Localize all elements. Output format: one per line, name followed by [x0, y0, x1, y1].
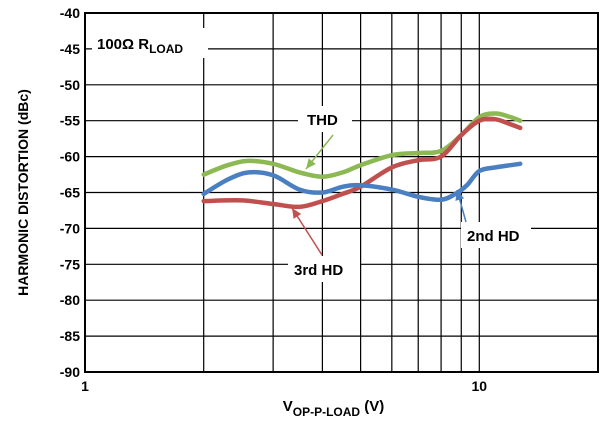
series-line-thd: [201, 111, 523, 179]
label-arrowhead-thd: [306, 158, 316, 169]
y-tick-label: -85: [60, 328, 80, 344]
annotation-load: 100Ω RLOAD: [97, 36, 183, 56]
y-axis-label: HARMONIC DISTORTION (dBc): [15, 89, 31, 296]
series-line-3rd-hd: [201, 116, 523, 210]
y-tick-label: -55: [60, 113, 80, 129]
y-tick-label: -50: [60, 77, 80, 93]
y-tick-label: -70: [60, 220, 80, 236]
y-tick-label: -45: [60, 41, 80, 57]
annotation-load-main: 100Ω R: [97, 36, 149, 53]
label-background-thd: [298, 106, 352, 132]
y-tick-label: -60: [60, 149, 80, 165]
y-tick-label: -65: [60, 185, 80, 201]
axis-labels: HARMONIC DISTORTION (dBc) VOP-P-LOAD (V): [15, 89, 384, 419]
series-label-thd: THD: [307, 112, 338, 129]
y-tick-label: -90: [60, 364, 80, 380]
x-axis-label-main: V: [283, 398, 293, 415]
annotation-background: [92, 28, 208, 58]
plot-frame: [84, 12, 599, 373]
annotation-load-sub: LOAD: [149, 42, 183, 56]
series-label-2nd-hd: 2nd HD: [467, 228, 520, 245]
label-arrowhead-3rd-hd: [292, 208, 302, 219]
x-tick-label: 10: [472, 378, 488, 394]
label-background-2nd-hd: [461, 222, 531, 248]
annotations: 100Ω RLOAD THD 3rd HD 2nd HD: [92, 28, 531, 282]
y-tick-label: -80: [60, 292, 80, 308]
plot-border: [84, 12, 599, 373]
x-axis-label: VOP-P-LOAD (V): [283, 398, 385, 419]
series-lines: [201, 111, 523, 210]
label-background-3rd-hd: [288, 256, 360, 282]
x-axis-label-unit: (V): [360, 398, 384, 415]
y-tick-label: -40: [60, 5, 80, 21]
tick-labels: -40 -45 -50 -55 -60 -65 -70 -75 -80 -85 -901 10: [60, 5, 488, 394]
series-label-3rd-hd: 3rd HD: [294, 262, 343, 279]
series-line-2nd-hd: [201, 161, 523, 203]
x-axis-label-sub: OP-P-LOAD: [293, 405, 361, 419]
x-tick-label: 1: [81, 378, 89, 394]
y-tick-label: -75: [60, 256, 80, 272]
label-arrowhead-2nd-hd: [455, 190, 465, 201]
